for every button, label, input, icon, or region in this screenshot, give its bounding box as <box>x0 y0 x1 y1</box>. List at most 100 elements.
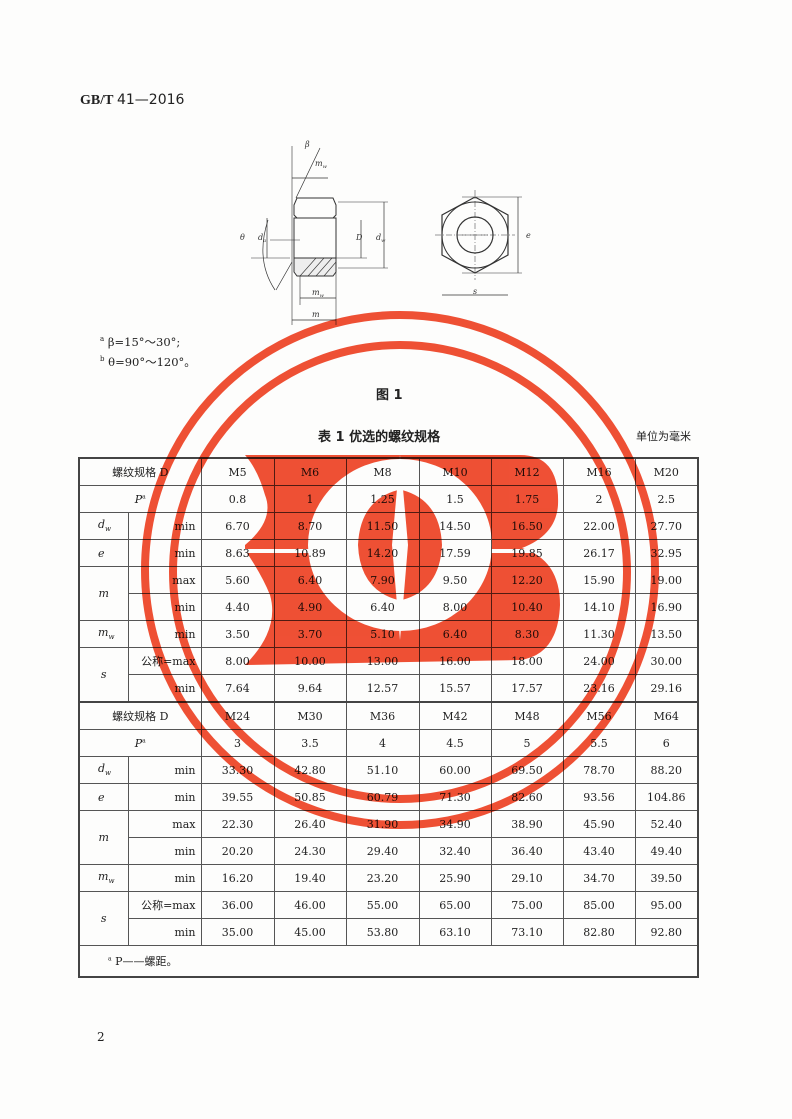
value-cell: 23.16 <box>562 674 636 703</box>
value-cell: 19.00 <box>634 566 699 594</box>
row-sublabel: min <box>127 620 202 648</box>
value-cell: 92.80 <box>634 918 699 946</box>
value-cell: 5.60 <box>200 566 275 594</box>
row-sublabel: min <box>127 539 202 567</box>
table-row: s 公称=max 36.00 46.00 55.00 65.00 75.00 85.00 95.… <box>78 891 699 946</box>
value-cell: 9.64 <box>273 674 347 703</box>
value-cell: 11.30 <box>562 620 636 648</box>
value-cell: 13.50 <box>634 620 699 648</box>
value-cell: 1 <box>273 485 347 513</box>
value-cell: M16 <box>562 457 636 486</box>
value-cell: 39.55 <box>200 783 275 811</box>
table-row: s 公称=max 8.00 10.00 13.00 16.00 18.00 24.00 30.0… <box>78 647 699 703</box>
value-cell: 60.79 <box>345 783 420 811</box>
value-cell: 4.40 <box>200 593 275 621</box>
value-cell: 7.90 <box>345 566 420 594</box>
value-cell: 36.00 <box>200 891 275 919</box>
value-cell: 95.00 <box>634 891 699 919</box>
row-label: e <box>78 539 129 567</box>
value-cell: 93.56 <box>562 783 636 811</box>
value-cell: 45.00 <box>273 918 347 946</box>
row-sublabel: min <box>127 918 202 946</box>
value-cell: 4 <box>345 729 420 757</box>
value-cell: 1.25 <box>345 485 420 513</box>
svg-text:θ: θ <box>240 233 245 242</box>
value-cell: 8.00 <box>418 593 492 621</box>
table-row: min 4.40 4.90 6.40 8.00 10.40 14.10 16.90 <box>79 593 699 621</box>
row-sublabel: min <box>127 783 202 811</box>
table-row: m max 5.60 6.40 7.90 9.50 12.20 15.90 19.00 <box>78 566 699 621</box>
value-cell: 14.20 <box>345 539 420 567</box>
row-sublabel: min <box>127 674 202 703</box>
value-cell: 46.00 <box>273 891 347 919</box>
value-cell: M6 <box>273 457 347 486</box>
value-cell: 26.17 <box>562 539 636 567</box>
svg-text:mw: mw <box>315 159 328 170</box>
value-cell: 14.10 <box>562 593 636 621</box>
value-cell: 82.60 <box>490 783 564 811</box>
value-cell: M56 <box>562 701 636 730</box>
row-sublabel: min <box>127 756 202 784</box>
value-cell: 33.30 <box>200 756 275 784</box>
value-cell: 60.00 <box>418 756 492 784</box>
value-cell: 6.70 <box>200 512 275 540</box>
value-cell: 6.40 <box>418 620 492 648</box>
row-label: 螺纹规格 D <box>78 701 202 730</box>
value-cell: 32.95 <box>634 539 699 567</box>
svg-text:dw: dw <box>376 233 386 244</box>
value-cell: 17.59 <box>418 539 492 567</box>
value-cell: 17.57 <box>490 674 564 703</box>
table-footnote: a P——螺距。 <box>78 945 699 978</box>
value-cell: M64 <box>634 701 699 730</box>
value-cell: 1.75 <box>490 485 564 513</box>
value-cell: 10.00 <box>273 647 347 675</box>
value-cell: 32.40 <box>418 837 492 865</box>
table-row: min 7.64 9.64 12.57 15.57 17.57 23.16 29.16 <box>79 674 699 703</box>
value-cell: 38.90 <box>490 810 564 838</box>
row-label: Pa <box>78 729 202 757</box>
value-cell: 75.00 <box>490 891 564 919</box>
table-row: Pa 0.8 1 1.25 1.5 1.75 2 2.5 <box>78 485 699 513</box>
value-cell: 26.40 <box>273 810 347 838</box>
table-row: Pa 3 3.5 4 4.5 5 5.5 6 <box>78 729 699 757</box>
svg-text:e: e <box>526 231 531 240</box>
row-sublabel: min <box>127 837 202 865</box>
value-cell: 7.64 <box>200 674 275 703</box>
value-cell: 12.57 <box>345 674 420 703</box>
value-cell: 25.90 <box>418 864 492 892</box>
value-cell: 16.00 <box>418 647 492 675</box>
value-cell: 4.90 <box>273 593 347 621</box>
value-cell: M48 <box>490 701 564 730</box>
svg-text:mw: mw <box>312 288 325 299</box>
value-cell: 49.40 <box>634 837 699 865</box>
table-row: m max 22.30 26.40 31.90 34.90 38.90 45.90 52.40 <box>78 810 699 865</box>
table-row: min 35.00 45.00 53.80 63.10 73.10 82.80 92.80 <box>79 918 699 946</box>
value-cell: 63.10 <box>418 918 492 946</box>
row-label: s <box>78 647 129 703</box>
table-row: e min 39.55 50.85 60.79 71.30 82.60 93.56 104.86 <box>78 783 699 811</box>
value-cell: 35.00 <box>200 918 275 946</box>
value-cell: M10 <box>418 457 492 486</box>
row-label: mw <box>78 620 129 648</box>
row-label: dw <box>78 512 129 540</box>
row-sublabel: max <box>127 810 202 838</box>
value-cell: 9.50 <box>418 566 492 594</box>
value-cell: 20.20 <box>200 837 275 865</box>
row-label: dw <box>78 756 129 784</box>
value-cell: 16.90 <box>634 593 699 621</box>
value-cell: 1.5 <box>418 485 492 513</box>
value-cell: 8.63 <box>200 539 275 567</box>
table-row: mw min 3.50 3.70 5.10 6.40 8.30 11.30 13.50 <box>78 620 699 648</box>
row-label: m <box>78 810 129 865</box>
value-cell: 45.90 <box>562 810 636 838</box>
value-cell: 31.90 <box>345 810 420 838</box>
table-row: min 20.20 24.30 29.40 32.40 36.40 43.40 49.40 <box>79 837 699 865</box>
value-cell: 73.10 <box>490 918 564 946</box>
row-label: e <box>78 783 129 811</box>
value-cell: 11.50 <box>345 512 420 540</box>
table-row: 螺纹规格 D M5 M6 M8 M10 M12 M16 M20 <box>78 457 699 486</box>
value-cell: 3.50 <box>200 620 275 648</box>
value-cell: M24 <box>200 701 275 730</box>
row-label: 螺纹规格 D <box>78 457 202 486</box>
